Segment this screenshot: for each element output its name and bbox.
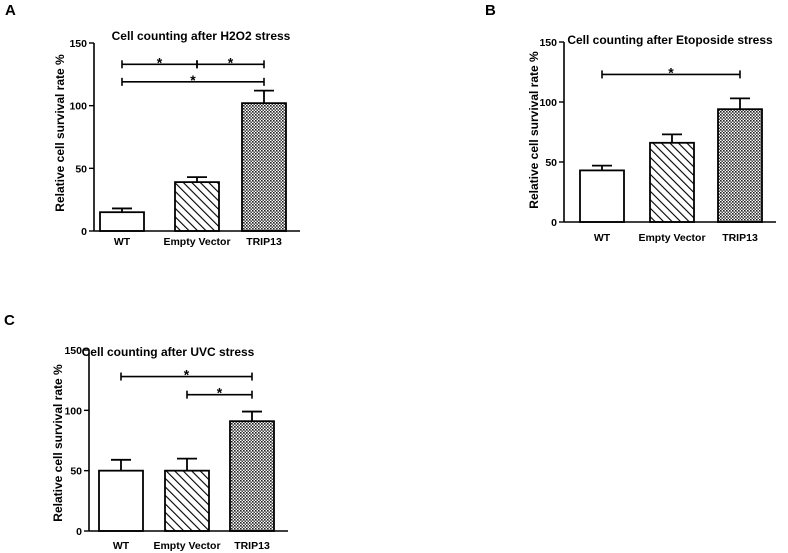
category-label: Empty Vector [163,236,230,248]
panel-letter-c: C [4,312,15,329]
y-axis-label: Relative cell survival rate % [51,364,65,522]
y-tick-label: 0 [81,226,87,238]
bar [99,211,145,232]
y-tick-label: 0 [76,526,82,538]
y-axis-label: Relative cell survival rate % [53,54,67,212]
chart-title: Cell counting after Etoposide stress [567,33,773,47]
y-tick-label: 50 [70,466,82,478]
category-label: TRIP13 [246,236,282,248]
y-tick-label: 100 [539,97,557,109]
panel-letter-b: B [485,2,496,19]
significance-star: * [184,367,190,383]
bar [579,169,625,223]
y-axis-label: Relative cell survival rate % [527,51,541,209]
significance-star: * [217,385,223,401]
category-label: TRIP13 [722,232,758,244]
bar [717,108,763,223]
panel-letter-a: A [5,2,16,19]
category-label: TRIP13 [234,540,270,552]
y-tick-label: 0 [551,217,557,229]
category-label: WT [114,236,131,248]
bar [98,469,144,532]
category-label: Empty Vector [638,232,705,244]
axes: 0 50 100 150 * [539,37,776,229]
significance-star: * [190,72,196,88]
bar [229,420,275,532]
bar [649,141,695,223]
significance-star: * [157,54,163,70]
category-label: WT [113,540,130,552]
chart-title: Cell counting after UVC stress [82,345,255,359]
y-tick-label: 100 [69,101,87,113]
bar [164,469,210,532]
axes: 0 50 100 150 * * [64,345,288,538]
category-label: WT [594,232,611,244]
bar [174,181,220,232]
significance-star: * [228,54,234,70]
bar [241,102,287,232]
panel-b: B Cell counting after Etoposide stress R… [485,2,776,244]
y-tick-label: 150 [69,38,87,50]
y-tick-label: 50 [75,163,87,175]
y-tick-label: 100 [64,405,82,417]
y-tick-label: 150 [64,345,82,357]
category-label: Empty Vector [153,540,220,552]
y-tick-label: 50 [545,157,557,169]
significance-star: * [668,64,674,80]
axes: 0 50 100 150 * * * [69,38,300,238]
panel-a: A Cell counting after H2O2 stress Relati… [5,2,300,248]
panel-c: C Cell counting after UVC stress Relativ… [4,312,288,552]
chart-title: Cell counting after H2O2 stress [112,29,291,43]
y-tick-label: 150 [539,37,557,49]
